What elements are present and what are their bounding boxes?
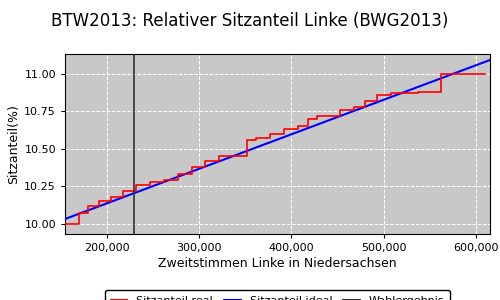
- Legend: Sitzanteil real, Sitzanteil ideal, Wahlergebnis: Sitzanteil real, Sitzanteil ideal, Wahle…: [105, 290, 450, 300]
- X-axis label: Zweitstimmen Linke in Niedersachsen: Zweitstimmen Linke in Niedersachsen: [158, 257, 397, 270]
- Y-axis label: Sitzanteil(%): Sitzanteil(%): [7, 104, 20, 184]
- Text: BTW2013: Relativer Sitzanteil Linke (BWG2013): BTW2013: Relativer Sitzanteil Linke (BWG…: [52, 12, 448, 30]
